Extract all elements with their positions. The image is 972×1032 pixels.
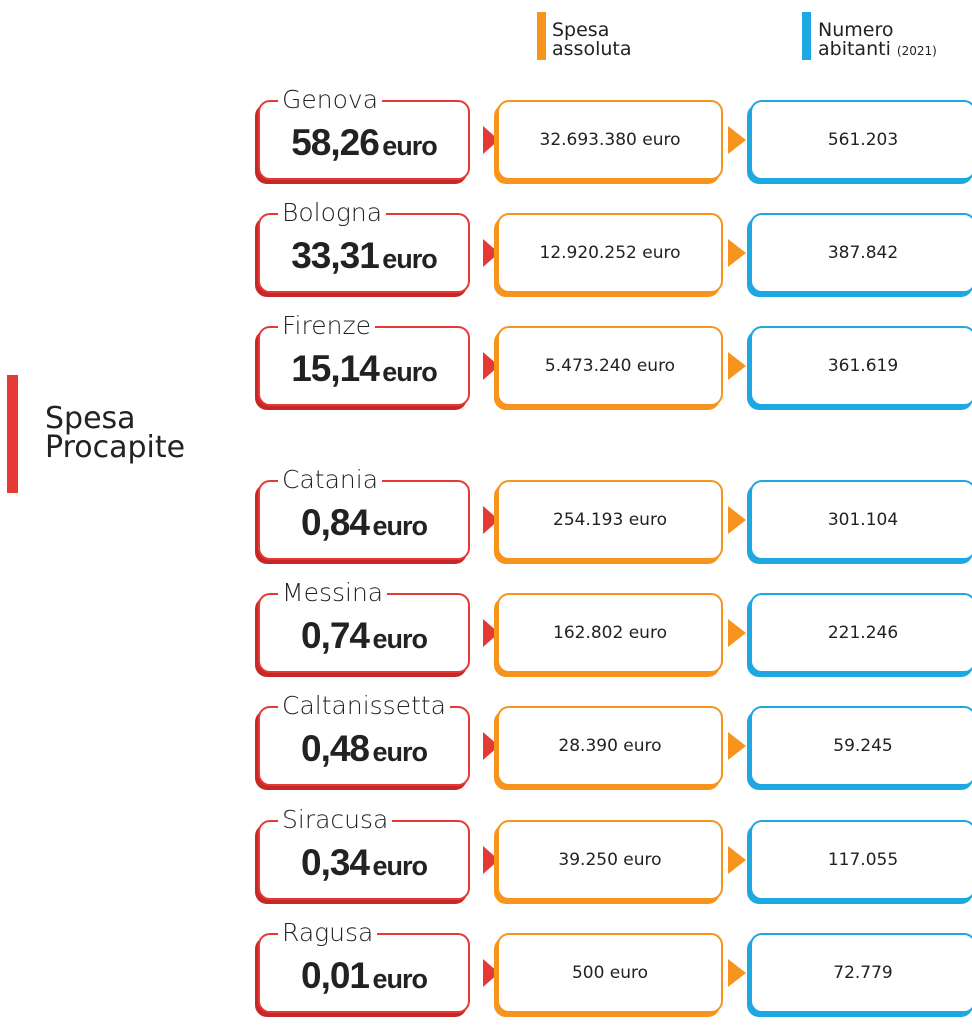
header-line: Numero — [818, 19, 894, 41]
side-line: Spesa — [45, 401, 136, 436]
abitanti-value: 361.619 — [827, 356, 899, 376]
per-capita-unit: euro — [372, 851, 428, 881]
per-capita-unit: euro — [382, 244, 438, 274]
header-line: assoluta — [552, 38, 632, 60]
side-label: Spesa Procapite — [45, 401, 186, 465]
city-label: Catania — [278, 467, 383, 493]
arrow — [483, 959, 499, 987]
spesa-value: 32.693.380 euro — [539, 130, 681, 150]
per-capita: 0,74 euro — [258, 615, 470, 657]
abitanti-value: 387.842 — [827, 243, 899, 263]
per-capita: 0,84 euro — [258, 502, 470, 544]
spesa-value: 254.193 euro — [553, 510, 667, 530]
per-capita-value: 33,31 — [291, 235, 380, 276]
spesa-value: 28.390 euro — [558, 736, 662, 756]
arrow — [483, 846, 499, 874]
spesa-box — [497, 326, 723, 406]
spesa-value: 162.802 euro — [553, 623, 667, 643]
per-capita-unit: euro — [382, 357, 438, 387]
spesa-box — [497, 933, 723, 1013]
spesa-value: 5.473.240 euro — [544, 356, 676, 376]
arrow — [728, 732, 746, 760]
header-marker — [802, 12, 811, 60]
per-capita-box — [258, 933, 470, 1013]
per-capita-value: 0,34 — [301, 842, 370, 883]
spesa-box — [497, 820, 723, 900]
arrow — [483, 619, 499, 647]
arrow — [728, 506, 746, 534]
spesa-box — [497, 480, 723, 560]
abitanti-value: 59.245 — [833, 736, 893, 756]
abitanti-box — [750, 593, 972, 673]
per-capita: 0,34 euro — [258, 842, 470, 884]
spesa-value: 39.250 euro — [558, 850, 662, 870]
abitanti-box — [750, 820, 972, 900]
abitanti-box — [750, 480, 972, 560]
arrow — [483, 239, 499, 267]
city-label: Firenze — [278, 313, 375, 339]
city-label: Bologna — [278, 200, 387, 226]
side-marker — [7, 375, 18, 493]
per-capita: 0,01 euro — [258, 955, 470, 997]
arrow — [483, 732, 499, 760]
header-line: Spesa — [552, 19, 610, 41]
per-capita-value: 0,48 — [301, 728, 370, 769]
per-capita-value: 0,01 — [301, 955, 370, 996]
arrow — [483, 352, 499, 380]
arrow — [728, 239, 746, 267]
per-capita: 33,31 euro — [258, 235, 470, 277]
per-capita: 0,48 euro — [258, 728, 470, 770]
arrow — [483, 506, 499, 534]
abitanti-box — [750, 213, 972, 293]
per-capita-unit: euro — [372, 964, 428, 994]
arrow — [728, 959, 746, 987]
spesa-box — [497, 100, 723, 180]
abitanti-box — [750, 933, 972, 1013]
per-capita-box — [258, 326, 470, 406]
arrow — [728, 619, 746, 647]
per-capita-unit: euro — [382, 131, 438, 161]
abitanti-value: 561.203 — [827, 130, 899, 150]
per-capita-unit: euro — [372, 737, 428, 767]
city-label: Genova — [278, 87, 383, 113]
city-label: Messina — [278, 580, 388, 606]
abitanti-box — [750, 326, 972, 406]
spesa-box — [497, 593, 723, 673]
spesa-value: 500 euro — [571, 963, 649, 983]
per-capita-unit: euro — [372, 624, 428, 654]
header-text: Numero abitanti (2021) — [818, 21, 937, 61]
per-capita-value: 0,84 — [301, 502, 370, 543]
per-capita-value: 58,26 — [291, 122, 380, 163]
per-capita-unit: euro — [372, 511, 428, 541]
side-line: Procapite — [45, 430, 186, 465]
arrow — [728, 352, 746, 380]
header-year: (2021) — [896, 44, 937, 58]
per-capita: 15,14 euro — [258, 348, 470, 390]
header-line: abitanti — [818, 38, 891, 60]
abitanti-box — [750, 100, 972, 180]
abitanti-value: 117.055 — [827, 850, 899, 870]
arrow — [728, 846, 746, 874]
per-capita-value: 0,74 — [301, 615, 370, 656]
per-capita-value: 15,14 — [291, 348, 380, 389]
per-capita: 58,26 euro — [258, 122, 470, 164]
city-label: Siracusa — [278, 807, 393, 833]
per-capita-box — [258, 100, 470, 180]
spesa-box — [497, 213, 723, 293]
per-capita-box — [258, 213, 470, 293]
city-label: Ragusa — [278, 920, 378, 946]
abitanti-value: 301.104 — [827, 510, 899, 530]
per-capita-box — [258, 820, 470, 900]
city-label: Caltanissetta — [278, 693, 450, 719]
header-text: Spesa assoluta — [552, 21, 631, 59]
spesa-value: 12.920.252 euro — [539, 243, 681, 263]
abitanti-value: 221.246 — [827, 623, 899, 643]
header-marker — [537, 12, 546, 60]
arrow — [483, 126, 499, 154]
abitanti-box — [750, 706, 972, 786]
spesa-box — [497, 706, 723, 786]
arrow — [728, 126, 746, 154]
abitanti-value: 72.779 — [833, 963, 893, 983]
